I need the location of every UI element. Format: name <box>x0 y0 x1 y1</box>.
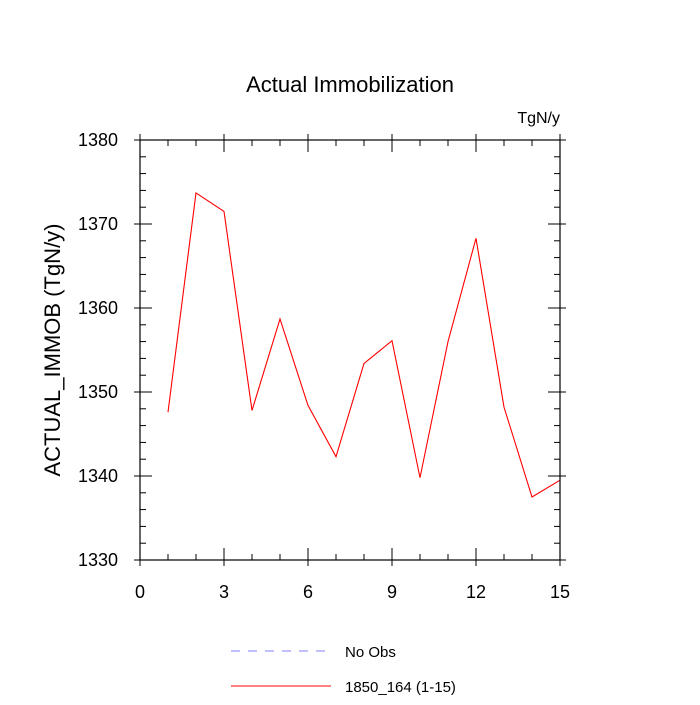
data-series <box>167 191 561 498</box>
x-tick-label: 3 <box>219 582 229 602</box>
y-tick-label: 1360 <box>78 298 118 318</box>
x-tick-label: 12 <box>466 582 486 602</box>
axis-ticks <box>134 134 566 566</box>
x-tick-label: 9 <box>387 582 397 602</box>
y-tick-label: 1370 <box>78 214 118 234</box>
chart-title: Actual Immobilization <box>246 72 454 97</box>
legend: No Obs 1850_164 (1-15) <box>231 644 456 696</box>
series-line-1 <box>167 191 561 498</box>
y-tick-label: 1330 <box>78 550 118 570</box>
x-tick-label: 0 <box>135 582 145 602</box>
plot-frame <box>139 139 561 561</box>
y-tick-label: 1340 <box>78 466 118 486</box>
legend-label-1: 1850_164 (1-15) <box>345 679 456 696</box>
units-label: TgN/y <box>517 110 560 127</box>
x-tick-label: 15 <box>550 582 570 602</box>
axis-tick-labels: 0 3 6 9 12 15 1330 1340 1350 1360 1370 1380 <box>78 130 570 602</box>
legend-label-0: No Obs <box>345 644 396 661</box>
x-tick-label: 6 <box>303 582 313 602</box>
y-tick-label: 1380 <box>78 130 118 150</box>
y-axis-label: ACTUAL_IMMOB (TgN/y) <box>40 223 65 476</box>
y-tick-label: 1350 <box>78 382 118 402</box>
